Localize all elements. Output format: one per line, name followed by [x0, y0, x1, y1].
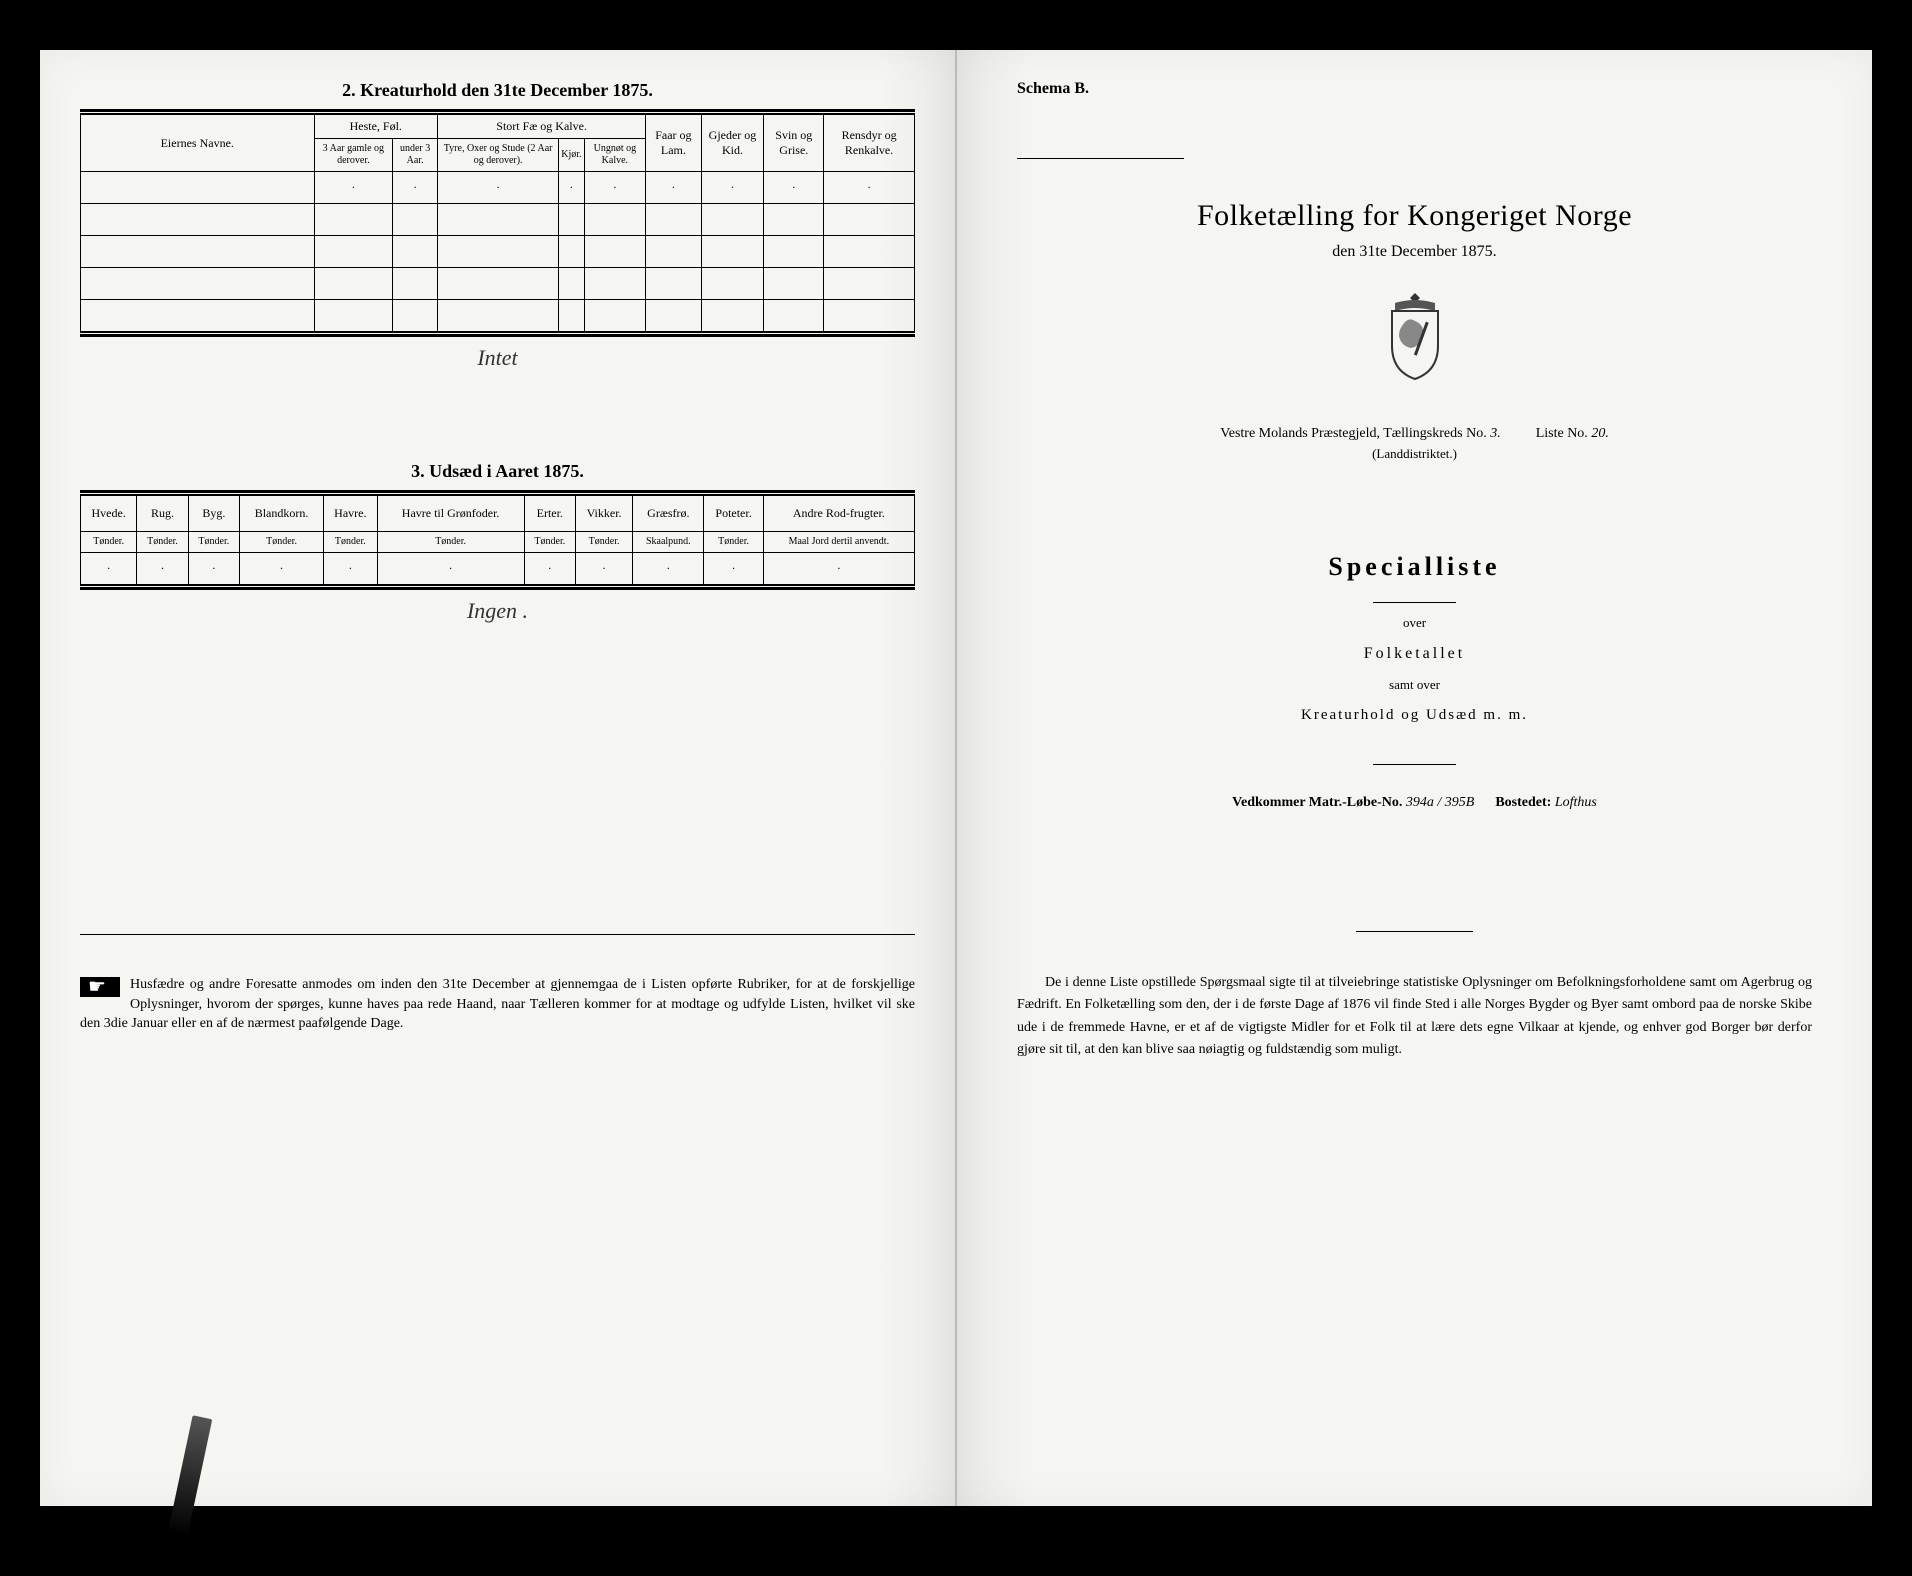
- liste-label: Liste No.: [1536, 426, 1588, 441]
- table-row: [81, 300, 915, 332]
- col-stort-group: Stort Fæ og Kalve.: [438, 115, 646, 139]
- col-stort-c: Ungnøt og Kalve.: [584, 139, 646, 172]
- pen-overlay: [168, 1415, 213, 1537]
- col-header: Hvede.: [81, 496, 137, 532]
- kreatur-label: Kreaturhold og Udsæd m. m.: [997, 707, 1832, 724]
- sub-title: den 31te December 1875.: [997, 243, 1832, 261]
- col-subheader: Tønder.: [524, 532, 575, 553]
- table-row: [81, 268, 915, 300]
- col-header: Havre.: [324, 496, 377, 532]
- col-stort-b: Kjør.: [559, 139, 584, 172]
- rule: [80, 332, 915, 333]
- col-header: Havre til Grønfoder.: [377, 496, 524, 532]
- col-rensdyr: Rensdyr og Renkalve.: [824, 115, 915, 172]
- left-footnote: Husfædre og andre Foresatte anmodes om i…: [80, 975, 915, 1034]
- col-heste-group: Heste, Føl.: [314, 115, 438, 139]
- liste-no: 20.: [1591, 426, 1609, 441]
- col-subheader: Tønder.: [324, 532, 377, 553]
- specialliste-title: Specialliste: [997, 552, 1832, 582]
- signature-3: Ingen .: [80, 598, 915, 624]
- folketallet-label: Folketallet: [997, 645, 1832, 663]
- section2-title: 2. Kreaturhold den 31te December 1875.: [80, 80, 915, 101]
- pointing-hand-icon: [80, 977, 120, 997]
- col-header: Poteter.: [704, 496, 763, 532]
- col-header: Byg.: [188, 496, 239, 532]
- vedkommer-label: Vedkommer Matr.-Løbe-No.: [1232, 795, 1402, 810]
- rule: [80, 585, 915, 586]
- rule: [80, 490, 915, 493]
- rule: [80, 334, 915, 337]
- col-subheader: Tønder.: [137, 532, 188, 553]
- col-subheader: Tønder.: [704, 532, 763, 553]
- col-eiernes: Eiernes Navne.: [81, 115, 315, 172]
- col-subheader: Tønder.: [188, 532, 239, 553]
- over-label: over: [997, 615, 1832, 631]
- col-faar: Faar og Lam.: [646, 115, 701, 172]
- col-gjeder: Gjeder og Kid.: [701, 115, 764, 172]
- bostedet-val: Lofthus: [1555, 795, 1597, 810]
- rule: [80, 934, 915, 935]
- page-left: 2. Kreaturhold den 31te December 1875. E…: [40, 50, 957, 1506]
- vedkommer-line: Vedkommer Matr.-Løbe-No. 394a / 395B Bos…: [997, 795, 1832, 811]
- col-svin: Svin og Grise.: [764, 115, 824, 172]
- col-header: Blandkorn.: [240, 496, 324, 532]
- col-subheader: Tønder.: [81, 532, 137, 553]
- coat-of-arms-icon: [997, 291, 1832, 386]
- col-subheader: Maal Jord dertil anvendt.: [763, 532, 914, 553]
- rule: [80, 109, 915, 112]
- rule: [1373, 764, 1457, 765]
- rule: [1356, 931, 1473, 932]
- section3-title: 3. Udsæd i Aaret 1875.: [80, 461, 915, 482]
- table-row: [81, 236, 915, 268]
- table-row: [81, 204, 915, 236]
- right-footnote: De i denne Liste opstillede Spørgsmaal s…: [997, 972, 1832, 1062]
- district-prefix: Vestre Molands Præstegjeld, Tællingskred…: [1220, 426, 1487, 441]
- page-right: Schema B. Folketælling for Kongeriget No…: [957, 50, 1872, 1506]
- col-subheader: Tønder.: [377, 532, 524, 553]
- col-subheader: Skaalpund.: [633, 532, 704, 553]
- col-heste-a: 3 Aar gamle og derover.: [314, 139, 393, 172]
- col-subheader: Tønder.: [575, 532, 632, 553]
- col-header: Andre Rod-frugter.: [763, 496, 914, 532]
- footnote-text: Husfædre og andre Foresatte anmodes om i…: [80, 977, 915, 1031]
- kreaturhold-table: Eiernes Navne. Heste, Føl. Stort Fæ og K…: [80, 114, 915, 332]
- main-title: Folketælling for Kongeriget Norge: [997, 199, 1832, 233]
- col-subheader: Tønder.: [240, 532, 324, 553]
- col-header: Vikker.: [575, 496, 632, 532]
- district-sub: (Landdistriktet.): [997, 446, 1832, 462]
- samt-over-label: samt over: [997, 677, 1832, 693]
- udsaed-table: Hvede.Rug.Byg.Blandkorn.Havre.Havre til …: [80, 495, 915, 585]
- book-spread: 2. Kreaturhold den 31te December 1875. E…: [20, 20, 1892, 1556]
- schema-label: Schema B.: [1017, 80, 1832, 98]
- vedkommer-val: 394a / 395B: [1406, 795, 1474, 810]
- col-stort-a: Tyre, Oxer og Stude (2 Aar og derover).: [438, 139, 559, 172]
- signature-2: Intet: [80, 345, 915, 371]
- bostedet-label: Bostedet:: [1495, 795, 1551, 810]
- table-row: ···········: [81, 553, 915, 585]
- rule: [80, 587, 915, 590]
- table-row: ·········: [81, 172, 915, 204]
- district-no: 3.: [1490, 426, 1501, 441]
- col-header: Græsfrø.: [633, 496, 704, 532]
- district-line: Vestre Molands Præstegjeld, Tællingskred…: [997, 426, 1832, 442]
- rule: [1373, 602, 1457, 603]
- col-header: Rug.: [137, 496, 188, 532]
- col-heste-b: under 3 Aar.: [393, 139, 438, 172]
- col-header: Erter.: [524, 496, 575, 532]
